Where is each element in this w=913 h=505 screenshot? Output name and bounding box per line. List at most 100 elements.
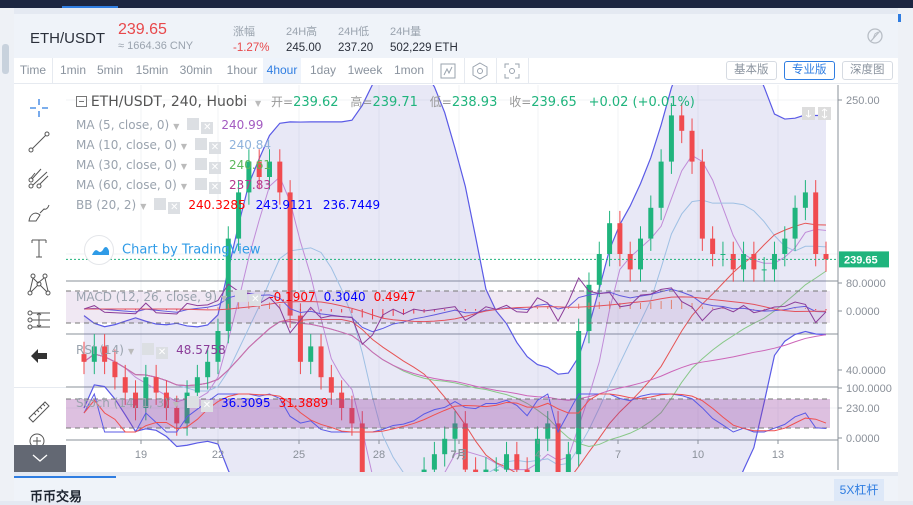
tradingview-logo-icon <box>84 235 114 265</box>
close-icon[interactable]: ✕ <box>201 400 213 412</box>
svg-text:230.00: 230.00 <box>846 403 880 415</box>
pro-version-button[interactable]: 专业版 <box>784 61 835 80</box>
ruler-icon[interactable] <box>26 399 52 425</box>
gear-icon[interactable] <box>194 158 207 170</box>
depth-chart-button[interactable]: 深度图 <box>842 61 893 80</box>
tab-spot-trading[interactable]: 币币交易 <box>14 476 116 504</box>
back-arrow-icon[interactable] <box>26 343 52 369</box>
kline-panel: ETH/USDT 239.65 ≈ 1664.36 CNY 涨幅 -1.27% 2… <box>14 14 898 472</box>
svg-text:250.00: 250.00 <box>846 95 880 107</box>
dropdown-caret-icon[interactable]: ▼ <box>173 122 180 131</box>
crosshair-icon[interactable] <box>26 95 52 121</box>
pattern-icon[interactable] <box>26 271 52 297</box>
gear-icon[interactable] <box>194 138 207 150</box>
indicator-ma10: MA (10, close, 0) ▼ ✕ 240.84 <box>76 138 271 154</box>
divider <box>14 387 66 388</box>
settings-hex-icon[interactable] <box>471 62 489 80</box>
collapse-toolbar-button[interactable] <box>14 445 66 472</box>
svg-text:28: 28 <box>373 449 385 461</box>
pitchfork-icon[interactable] <box>26 165 52 191</box>
dropdown-caret-icon[interactable]: ▼ <box>255 99 262 108</box>
tf-30min[interactable]: 30min <box>179 63 213 77</box>
gear-icon[interactable] <box>187 396 199 408</box>
candlestick-chart[interactable]: 250.00230.00220.00239.650.000080.000040.… <box>66 85 898 472</box>
close-icon[interactable]: ✕ <box>208 162 221 174</box>
text-icon[interactable] <box>26 235 52 261</box>
bottom-bar: 币币交易 5X杠杆 <box>14 476 898 504</box>
gear-icon[interactable] <box>187 118 200 130</box>
tf-1mon[interactable]: 1mon <box>393 63 425 77</box>
tf-5min[interactable]: 5min <box>96 63 123 77</box>
cny-price: ≈ 1664.36 CNY <box>118 40 194 52</box>
divider <box>528 58 529 83</box>
dropdown-caret-icon[interactable]: ▼ <box>127 347 135 356</box>
indicator-bb: BB (20, 2) ▼ ✕ 240.3285 243.9121 236.7449 <box>76 198 381 214</box>
svg-text:0.0000: 0.0000 <box>846 306 880 318</box>
trendline-icon[interactable] <box>26 129 52 155</box>
svg-text:40.0000: 40.0000 <box>846 365 886 377</box>
indicator-ma30: MA (30, close, 0) ▼ ✕ 240.61 <box>76 158 271 174</box>
svg-text:239.65: 239.65 <box>844 254 878 266</box>
divider <box>432 58 433 83</box>
tf-1week[interactable]: 1week <box>347 63 383 77</box>
close-icon[interactable]: ✕ <box>208 142 221 154</box>
series-legend: ETH/USDT, 240, Huobi ▼ 开=239.62 高=239.71… <box>76 93 695 110</box>
drawing-toolbar <box>14 85 66 472</box>
basic-version-button[interactable]: 基本版 <box>726 61 777 80</box>
tf-time[interactable]: Time <box>19 63 47 77</box>
svg-text:19: 19 <box>135 449 147 461</box>
ticker-header: ETH/USDT 239.65 ≈ 1664.36 CNY 涨幅 -1.27% 2… <box>14 14 898 58</box>
close-icon[interactable]: ✕ <box>249 294 262 306</box>
ohlc-close: 239.65 <box>531 95 577 110</box>
right-strip <box>898 8 913 501</box>
fib-icon[interactable] <box>26 307 52 333</box>
close-icon[interactable]: ✕ <box>208 182 221 194</box>
gear-icon[interactable] <box>142 343 155 355</box>
dropdown-caret-icon[interactable]: ▼ <box>180 182 187 191</box>
macd-legend: MACD (12, 26, close, 9) ▼ ✕ -0.1907 0.3040 0.… <box>76 290 416 306</box>
dropdown-caret-icon[interactable]: ▼ <box>172 400 179 409</box>
tf-1day[interactable]: 1day <box>309 63 337 77</box>
svg-text:0.0000: 0.0000 <box>846 433 880 445</box>
ohlc-high: 239.71 <box>372 95 418 110</box>
rsi-legend: RSI (14) ▼ ✕ 48.5758 <box>76 343 226 359</box>
scrollbar[interactable] <box>2 44 9 74</box>
ohlc-change: +0.02 (+0.01%) <box>588 95 695 110</box>
collapse-legend-icon[interactable] <box>76 96 87 107</box>
stat-high: 24H高 245.00 <box>286 26 322 54</box>
close-icon[interactable]: ✕ <box>201 122 214 134</box>
ohlc-low: 238.93 <box>451 95 498 110</box>
leverage-button[interactable]: 5X杠杆 <box>834 479 884 501</box>
hide-drawings-icon[interactable] <box>866 27 884 45</box>
close-icon[interactable]: ✕ <box>156 347 169 359</box>
active-nav-indicator <box>62 6 118 8</box>
right-marker <box>898 14 901 22</box>
close-icon[interactable]: ✕ <box>168 202 181 214</box>
tf-1min[interactable]: 1min <box>59 63 86 77</box>
svg-text:7: 7 <box>615 449 621 461</box>
gear-icon[interactable] <box>154 198 167 210</box>
gear-icon[interactable] <box>235 290 248 302</box>
stat-change: 涨幅 -1.27% <box>233 26 270 54</box>
dropdown-caret-icon[interactable]: ▼ <box>180 162 187 171</box>
indicator-ma60: MA (60, close, 0) ▼ ✕ 237.83 <box>76 178 271 194</box>
tf-1hour[interactable]: 1hour <box>226 63 258 77</box>
tf-4hour[interactable]: 4hour <box>263 58 301 83</box>
chart-type-icon[interactable] <box>439 62 457 80</box>
dropdown-caret-icon[interactable]: ▼ <box>221 294 228 303</box>
brush-icon[interactable] <box>26 199 52 225</box>
stat-low: 24H低 237.20 <box>338 26 374 54</box>
tradingview-watermark[interactable]: Chart by TradingView <box>84 235 260 265</box>
svg-text:4: 4 <box>535 449 541 461</box>
gear-icon[interactable] <box>194 178 207 190</box>
chart-title: ETH/USDT, 240, Huobi <box>90 94 248 110</box>
pair-name: ETH/USDT <box>30 30 105 47</box>
dropdown-caret-icon[interactable]: ▼ <box>140 202 147 211</box>
tradingview-chart[interactable]: 250.00230.00220.00239.650.000080.000040.… <box>66 85 898 472</box>
svg-text:13: 13 <box>772 449 784 461</box>
dropdown-caret-icon[interactable]: ▼ <box>180 142 187 151</box>
tf-15min[interactable]: 15min <box>135 63 169 77</box>
chevron-down-icon <box>32 454 48 462</box>
svg-text:25: 25 <box>293 449 305 461</box>
fullscreen-icon[interactable] <box>503 62 521 80</box>
